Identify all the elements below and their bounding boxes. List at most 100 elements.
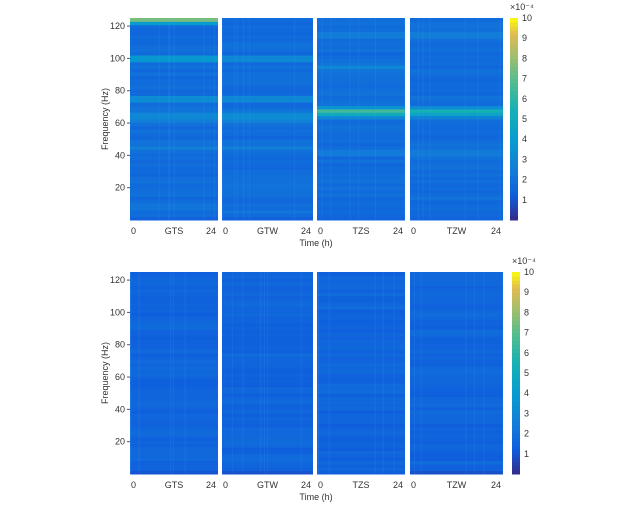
heatmap-cell — [130, 156, 218, 160]
colorbar-tick-label: 2 — [522, 175, 527, 185]
heatmap-cell — [317, 55, 405, 59]
colorbar-segment — [512, 344, 520, 350]
x-tick-label: 0 — [131, 480, 136, 490]
colorbar-tick-label: 4 — [524, 388, 529, 398]
heatmap-cell — [317, 325, 405, 330]
heatmap-cell — [222, 112, 313, 117]
time-streak — [318, 272, 320, 474]
heatmap-cell — [317, 433, 405, 438]
heatmap-cell — [410, 102, 503, 107]
colorbar-tick-label: 10 — [524, 267, 534, 277]
heatmap-cell — [130, 28, 218, 32]
heatmap-cell — [222, 162, 313, 167]
heatmap-cell — [222, 186, 313, 191]
heatmap-cell — [222, 302, 313, 307]
heatmap-cell — [410, 172, 503, 177]
colorbar-segment — [512, 401, 520, 406]
heatmap-cell — [222, 447, 313, 451]
colorbar-segment — [510, 22, 518, 27]
colorbar-tick-label: 4 — [522, 134, 527, 144]
heatmap-cell — [317, 139, 405, 144]
heatmap-cell — [130, 275, 218, 280]
heatmap-cell — [222, 403, 313, 408]
panel-label: TZS — [353, 480, 370, 490]
heatmap-cell — [410, 71, 503, 76]
y-tick-label: 100 — [110, 53, 125, 63]
x-tick-label: 24 — [206, 480, 216, 490]
heatmap-cell — [410, 298, 503, 303]
heatmap-cell — [222, 31, 313, 36]
heatmap-cell — [222, 34, 313, 39]
heatmap-cell — [130, 92, 218, 96]
heatmap-cell — [130, 44, 218, 49]
time-streak — [330, 18, 332, 220]
x-tick-label: 24 — [491, 480, 501, 490]
panel-gtw — [222, 272, 313, 475]
heatmap-cell — [317, 119, 405, 123]
time-streak — [168, 18, 170, 220]
colorbar-tick-label: 9 — [524, 287, 529, 297]
colorbar-segment — [512, 425, 520, 431]
heatmap-cell — [130, 71, 218, 76]
heatmap-cell — [317, 51, 405, 56]
time-streak — [231, 272, 233, 474]
heatmap-cell — [410, 108, 503, 113]
heatmap-cell — [410, 413, 503, 418]
heatmap-cell — [222, 98, 313, 103]
colorbar-segment — [510, 155, 518, 160]
heatmap-cell — [410, 376, 503, 381]
time-streak — [242, 18, 244, 220]
time-streak — [158, 18, 160, 220]
heatmap-cell — [222, 18, 313, 22]
heatmap-cell — [317, 309, 405, 313]
x-tick-label: 0 — [318, 480, 323, 490]
heatmap-cell — [410, 356, 503, 361]
colorbar-segment — [512, 417, 520, 422]
heatmap-cell — [222, 410, 313, 414]
panel-gts — [130, 272, 218, 475]
heatmap-cell — [410, 41, 503, 46]
time-streak — [349, 18, 351, 220]
heatmap-cell — [130, 309, 218, 313]
colorbar-segment — [510, 50, 518, 55]
heatmap-cell — [130, 379, 218, 384]
colorbar-segment — [512, 332, 520, 338]
heatmap-cell — [222, 376, 313, 381]
heatmap-cell — [222, 436, 313, 441]
colorbar-segment — [510, 195, 518, 201]
colorbar-segment — [510, 203, 518, 209]
colorbar-segment — [510, 62, 518, 67]
heatmap-cell — [317, 65, 405, 69]
heatmap-cell — [130, 433, 218, 438]
heatmap-cell — [130, 199, 218, 204]
colorbar-segment — [510, 207, 518, 213]
heatmap-cell — [410, 463, 503, 468]
heatmap-cell — [130, 149, 218, 154]
heatmap-cell — [410, 346, 503, 350]
heatmap-cell — [317, 282, 405, 286]
heatmap-cell — [222, 55, 313, 59]
heatmap-cell — [410, 213, 503, 218]
time-streak — [260, 272, 262, 474]
time-streak — [358, 18, 360, 220]
heatmap-cell — [317, 28, 405, 32]
heatmap-cell — [222, 383, 313, 387]
heatmap-cell — [410, 55, 503, 59]
colorbar — [512, 272, 520, 475]
heatmap-cell — [222, 460, 313, 465]
colorbar-segment — [510, 199, 518, 205]
colorbar-segment — [510, 114, 518, 120]
heatmap-cell — [410, 24, 503, 29]
heatmap-cell — [130, 389, 218, 394]
colorbar-segment — [510, 167, 518, 173]
heatmap-cell — [317, 172, 405, 177]
heatmap-cell — [130, 362, 218, 367]
heatmap-cell — [222, 28, 313, 32]
heatmap-cell — [222, 78, 313, 83]
heatmap-cell — [317, 115, 405, 120]
colorbar-segment — [512, 300, 520, 305]
colorbar-segment — [510, 110, 518, 116]
heatmap-cell — [410, 359, 503, 364]
colorbar-exponent: ×10⁻⁴ — [510, 2, 534, 12]
heatmap-cell — [410, 21, 503, 26]
